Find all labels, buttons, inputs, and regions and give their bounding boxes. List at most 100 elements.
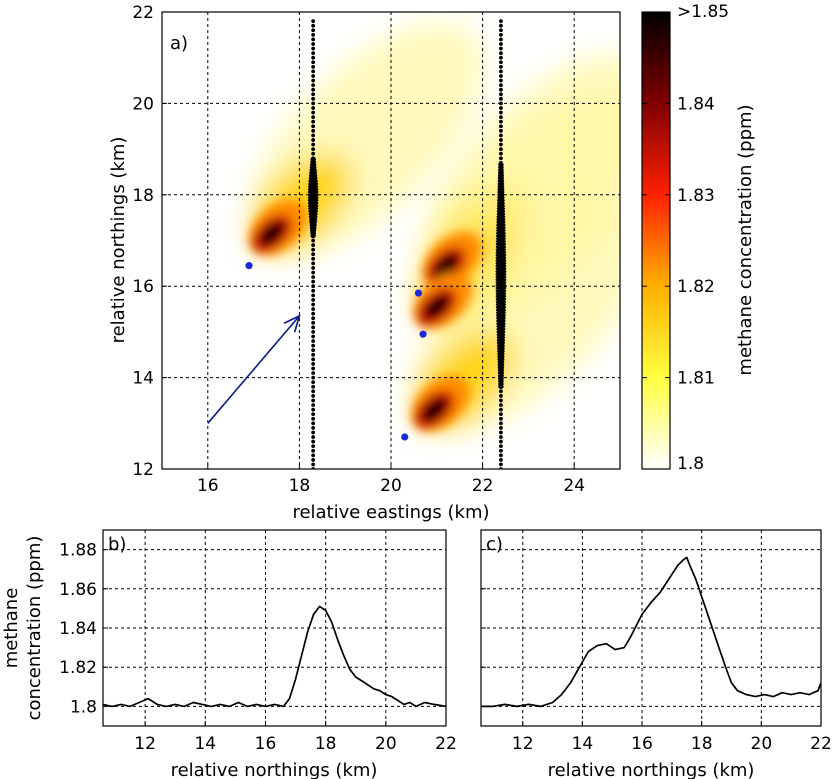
plume-core <box>258 221 286 247</box>
transect-point <box>499 403 503 407</box>
panel-a-xlabel: relative eastings (km) <box>292 502 489 523</box>
transect-point <box>311 430 316 435</box>
panel-c-ticks: 12 14 16 18 20 22 <box>481 549 832 754</box>
transect-point <box>311 78 316 83</box>
transect-point <box>311 311 316 316</box>
y-tick-label: 1.84 <box>59 619 97 639</box>
x-tick-label: 24 <box>563 476 585 496</box>
transect-point <box>311 343 316 348</box>
transect-point <box>311 252 316 257</box>
source-marker <box>419 330 427 338</box>
x-tick-label: 12 <box>512 734 534 754</box>
transect-1 <box>307 19 319 469</box>
transect-point <box>499 425 503 430</box>
colorbar: 1.8 1.81 1.82 1.83 1.84 >1.85 methane concent… <box>641 2 756 474</box>
transect-point <box>499 156 503 161</box>
y-tick-label: 14 <box>132 369 154 389</box>
transect-point <box>499 37 503 42</box>
y-tick-label: 20 <box>132 94 154 114</box>
transect-point <box>311 384 316 389</box>
transect-point <box>311 110 316 115</box>
transect-point <box>311 357 316 362</box>
transect-point <box>311 37 316 42</box>
transect-point <box>311 270 316 275</box>
transect-point <box>311 307 316 311</box>
panel-b-ylabel-line1: methane <box>1 588 22 669</box>
plume-core <box>421 396 448 423</box>
transect-point <box>311 101 316 106</box>
transect-point <box>311 302 316 307</box>
x-tick-label: 16 <box>255 734 277 754</box>
transect-point <box>311 439 316 444</box>
transect-point <box>311 393 316 398</box>
series-line <box>103 605 446 708</box>
colorbar-gradient <box>641 11 671 470</box>
transect-point <box>499 78 503 83</box>
transect-point <box>311 371 316 375</box>
x-tick-label: 20 <box>751 734 773 754</box>
transect-point <box>499 430 503 435</box>
transect-point <box>311 106 316 110</box>
transect-point <box>311 19 316 24</box>
transect-point <box>499 124 503 129</box>
x-tick-label: 16 <box>631 734 653 754</box>
transect-point <box>499 128 503 133</box>
colorbar-tick-label: 1.81 <box>677 369 715 389</box>
transect-point <box>499 444 503 449</box>
transect-point <box>311 46 316 51</box>
transect-point <box>499 60 503 65</box>
y-tick-label: 18 <box>132 186 154 206</box>
transect-point <box>499 32 503 37</box>
source-marker <box>245 262 253 270</box>
transect-point <box>499 23 503 28</box>
transect-point <box>499 142 503 147</box>
transect-point <box>499 412 503 417</box>
transect-point <box>311 412 316 417</box>
y-tick-label: 1.8 <box>70 697 97 717</box>
transect-point <box>311 389 316 394</box>
colorbar-ticks: 1.8 1.81 1.82 1.83 1.84 >1.85 <box>642 2 729 474</box>
concentration-field <box>248 21 620 432</box>
transect-point <box>311 421 316 426</box>
transect-point <box>311 334 316 339</box>
wind-arrow-head <box>283 314 301 333</box>
transect-point <box>311 60 316 65</box>
transect-point <box>311 330 316 334</box>
transect-point <box>311 279 316 284</box>
transect-point <box>311 366 316 371</box>
y-tick-label: 1.86 <box>59 580 97 600</box>
transect-point <box>311 147 316 152</box>
transect-point <box>499 69 503 74</box>
x-tick-label: 18 <box>315 734 337 754</box>
plume-core <box>423 294 451 320</box>
transect-point <box>311 266 316 270</box>
transect-point <box>311 96 316 101</box>
transect-point <box>311 115 316 120</box>
transect-point <box>499 55 503 60</box>
panel-b-frame <box>102 529 447 727</box>
x-tick-label: 22 <box>472 476 494 496</box>
panel-a-marks <box>207 19 507 469</box>
transect-point <box>311 261 316 266</box>
series-line <box>481 556 821 708</box>
transect-point <box>499 96 503 101</box>
y-tick-label: 22 <box>132 3 154 23</box>
transect-point <box>499 398 503 403</box>
transect-dense-point <box>310 156 316 162</box>
transect-point <box>311 453 316 458</box>
colorbar-tick-label: 1.84 <box>677 94 715 114</box>
transect-point <box>311 298 316 302</box>
x-tick-label: 20 <box>380 476 402 496</box>
transect-point <box>499 74 503 78</box>
panel-c-line: 12 14 16 18 20 22 c) relative northings (km) <box>480 529 832 779</box>
transect-point <box>499 64 503 69</box>
transect-point <box>311 316 316 321</box>
transect-point <box>499 435 503 439</box>
transect-point <box>499 87 503 92</box>
transect-point <box>311 238 316 243</box>
transect-point <box>499 421 503 426</box>
transect-point <box>499 462 503 467</box>
transect-point <box>499 448 503 453</box>
x-tick-label: 14 <box>572 734 594 754</box>
transect-point <box>311 416 316 421</box>
